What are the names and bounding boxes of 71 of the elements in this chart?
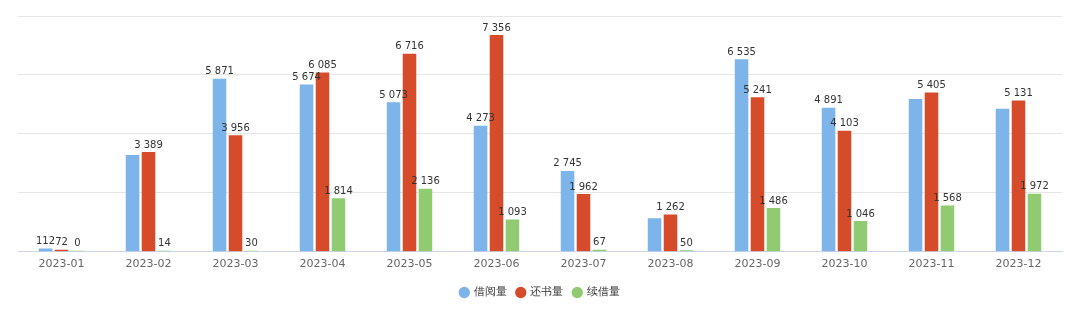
data-label: 30 <box>245 237 258 249</box>
x-tick-label: 2023-04 <box>299 257 346 271</box>
data-label: 1 046 <box>846 207 875 219</box>
bar <box>853 220 868 252</box>
bar <box>734 59 749 252</box>
bar <box>299 84 314 252</box>
x-tick-label: 2023-06 <box>473 257 520 271</box>
data-label: 6 085 <box>308 59 337 71</box>
data-label: 1 486 <box>759 194 788 206</box>
data-label: 5 871 <box>205 65 234 77</box>
data-label: 6 716 <box>395 40 424 52</box>
x-tick-label: 2023-05 <box>386 257 433 271</box>
bar <box>924 92 939 252</box>
data-label: 5 131 <box>1004 87 1033 99</box>
data-label: 14 <box>158 237 171 249</box>
legend-label: 续借量 <box>586 285 620 299</box>
data-label: 4 891 <box>814 94 843 106</box>
bar <box>473 125 488 252</box>
bar <box>228 135 243 252</box>
x-tick-label: 2023-12 <box>995 257 1042 271</box>
data-label: 4 103 <box>830 117 859 129</box>
data-label: 72 <box>55 236 68 248</box>
x-tick-label: 2023-03 <box>212 257 259 271</box>
x-tick-label: 2023-11 <box>908 257 955 271</box>
bar <box>940 205 955 252</box>
x-tick-label: 2023-10 <box>821 257 868 271</box>
bar <box>212 78 227 252</box>
data-label: 2 136 <box>411 175 440 187</box>
data-label: 5 241 <box>743 83 772 95</box>
data-label: 6 535 <box>727 45 756 57</box>
bar <box>331 198 346 252</box>
data-label: 1 972 <box>1020 180 1049 192</box>
bar <box>560 170 575 252</box>
data-label: 2 745 <box>553 157 582 169</box>
bar <box>141 151 156 252</box>
x-tick-label: 2023-08 <box>647 257 694 271</box>
bar <box>1027 193 1042 252</box>
bar <box>750 97 765 252</box>
data-label: 1 568 <box>933 192 962 204</box>
data-label: 1 962 <box>569 180 598 192</box>
bar <box>663 214 678 252</box>
data-label: 1 262 <box>656 201 685 213</box>
data-label: 3 389 <box>134 138 163 150</box>
bar <box>821 107 836 252</box>
data-label: 5 405 <box>917 79 946 91</box>
data-label: 112 <box>36 235 56 247</box>
data-label: 1 814 <box>324 184 353 196</box>
bar <box>837 130 852 252</box>
bar <box>908 99 923 252</box>
x-tick-label: 2023-01 <box>38 257 85 271</box>
data-label: 67 <box>593 236 606 248</box>
bar <box>576 193 591 252</box>
data-label: 3 956 <box>221 121 250 133</box>
data-label: 0 <box>74 237 81 249</box>
bar <box>1011 100 1026 252</box>
data-label: 50 <box>680 236 693 248</box>
data-label: 7 356 <box>482 21 511 33</box>
data-label: 1 093 <box>498 206 527 218</box>
legend-label: 借阅量 <box>473 285 507 299</box>
bar <box>418 188 433 252</box>
bar <box>766 208 781 252</box>
bar <box>995 108 1010 252</box>
x-tick-label: 2023-02 <box>125 257 172 271</box>
legend-label: 还书量 <box>530 285 564 299</box>
bar <box>505 219 520 252</box>
bar <box>647 218 662 252</box>
x-tick-label: 2023-07 <box>560 257 607 271</box>
bar <box>125 155 140 252</box>
x-tick-label: 2023-09 <box>734 257 781 271</box>
bar <box>386 102 401 252</box>
bar <box>38 248 53 252</box>
